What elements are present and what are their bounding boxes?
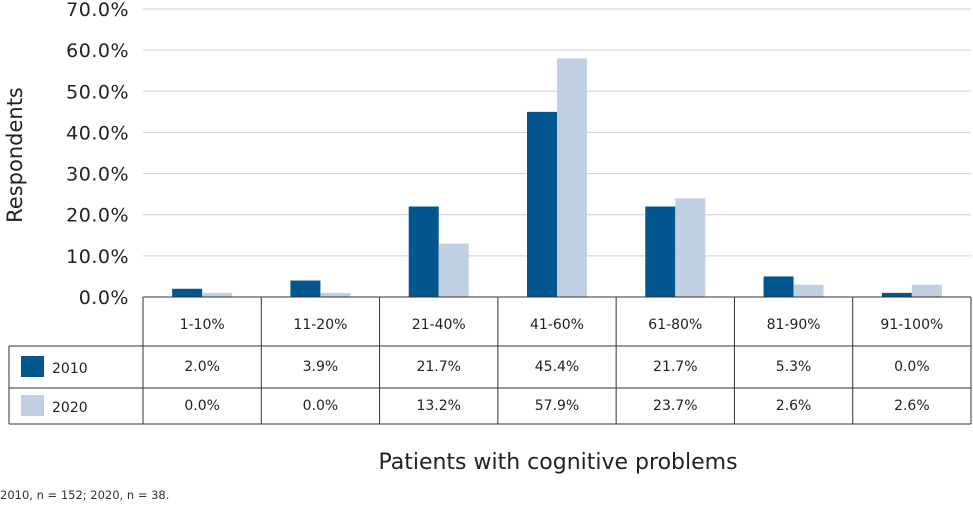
bar-2010 <box>881 292 912 297</box>
data-label: 0.0% <box>303 398 339 414</box>
x-tick-label: 61-80% <box>648 317 702 333</box>
bar-2010 <box>763 276 794 297</box>
bar-2010 <box>645 206 676 297</box>
bar-2010 <box>527 111 557 297</box>
bar-2020 <box>911 284 942 297</box>
bar-2010 <box>290 280 321 297</box>
data-label: 2.0% <box>184 359 220 375</box>
x-tick-label: 1-10% <box>180 317 225 333</box>
bar-2020 <box>793 284 824 297</box>
y-tick-label: 40.0% <box>66 122 129 144</box>
data-label: 0.0% <box>184 398 220 414</box>
legend-label: 2020 <box>52 400 88 416</box>
x-tick-label: 91-100% <box>880 317 943 333</box>
legend-swatch-2020 <box>21 395 44 416</box>
data-label: 5.3% <box>776 359 812 375</box>
bar-2020 <box>675 198 706 297</box>
footnote: 2010, n = 152; 2020, n = 38. <box>0 488 170 502</box>
bar-2020 <box>438 243 469 297</box>
y-axis-ticks: 0.0% 10.0% 20.0% 30.0% 40.0% 50.0% 60.0% 70.0% <box>66 0 129 309</box>
y-axis-label: Respondents <box>3 87 27 223</box>
y-tick-label: 70.0% <box>66 0 129 21</box>
data-label: 21.7% <box>653 359 697 375</box>
data-label: 2.6% <box>894 398 930 414</box>
bar-2010 <box>172 288 203 297</box>
bar-2020 <box>202 292 233 297</box>
x-tick-label: 21-40% <box>412 317 466 333</box>
legend-label: 2010 <box>52 361 88 377</box>
data-label: 0.0% <box>894 359 930 375</box>
data-label: 3.9% <box>303 359 339 375</box>
y-tick-label: 60.0% <box>66 40 129 62</box>
bar-2020 <box>320 292 351 297</box>
x-axis-title: Patients with cognitive problems <box>378 450 738 475</box>
data-label: 23.7% <box>653 398 697 414</box>
x-tick-label: 41-60% <box>530 317 584 333</box>
bar-2020 <box>557 58 587 297</box>
data-label: 2.6% <box>776 398 812 414</box>
y-tick-label: 20.0% <box>66 205 129 227</box>
legend-swatch-2010 <box>21 356 44 377</box>
y-tick-label: 50.0% <box>66 81 129 103</box>
data-table: 1-10% 11-20% 21-40% 41-60% 61-80% 81-90% 91-10… <box>8 296 972 425</box>
data-label: 45.4% <box>535 359 579 375</box>
chart: 0.0%10.0%20.0%30.0%40.0%50.0%60.0%70.0% … <box>3 0 972 425</box>
y-tick-label: 30.0% <box>66 164 129 186</box>
data-label: 13.2% <box>416 398 460 414</box>
data-label: 57.9% <box>535 398 579 414</box>
data-label: 21.7% <box>416 359 460 375</box>
x-tick-label: 81-90% <box>767 317 821 333</box>
bars <box>172 58 942 297</box>
bar-2010 <box>408 206 439 297</box>
y-tick-label: 10.0% <box>66 246 129 268</box>
x-tick-label: 11-20% <box>293 317 347 333</box>
y-tick-label: 0.0% <box>79 287 129 309</box>
